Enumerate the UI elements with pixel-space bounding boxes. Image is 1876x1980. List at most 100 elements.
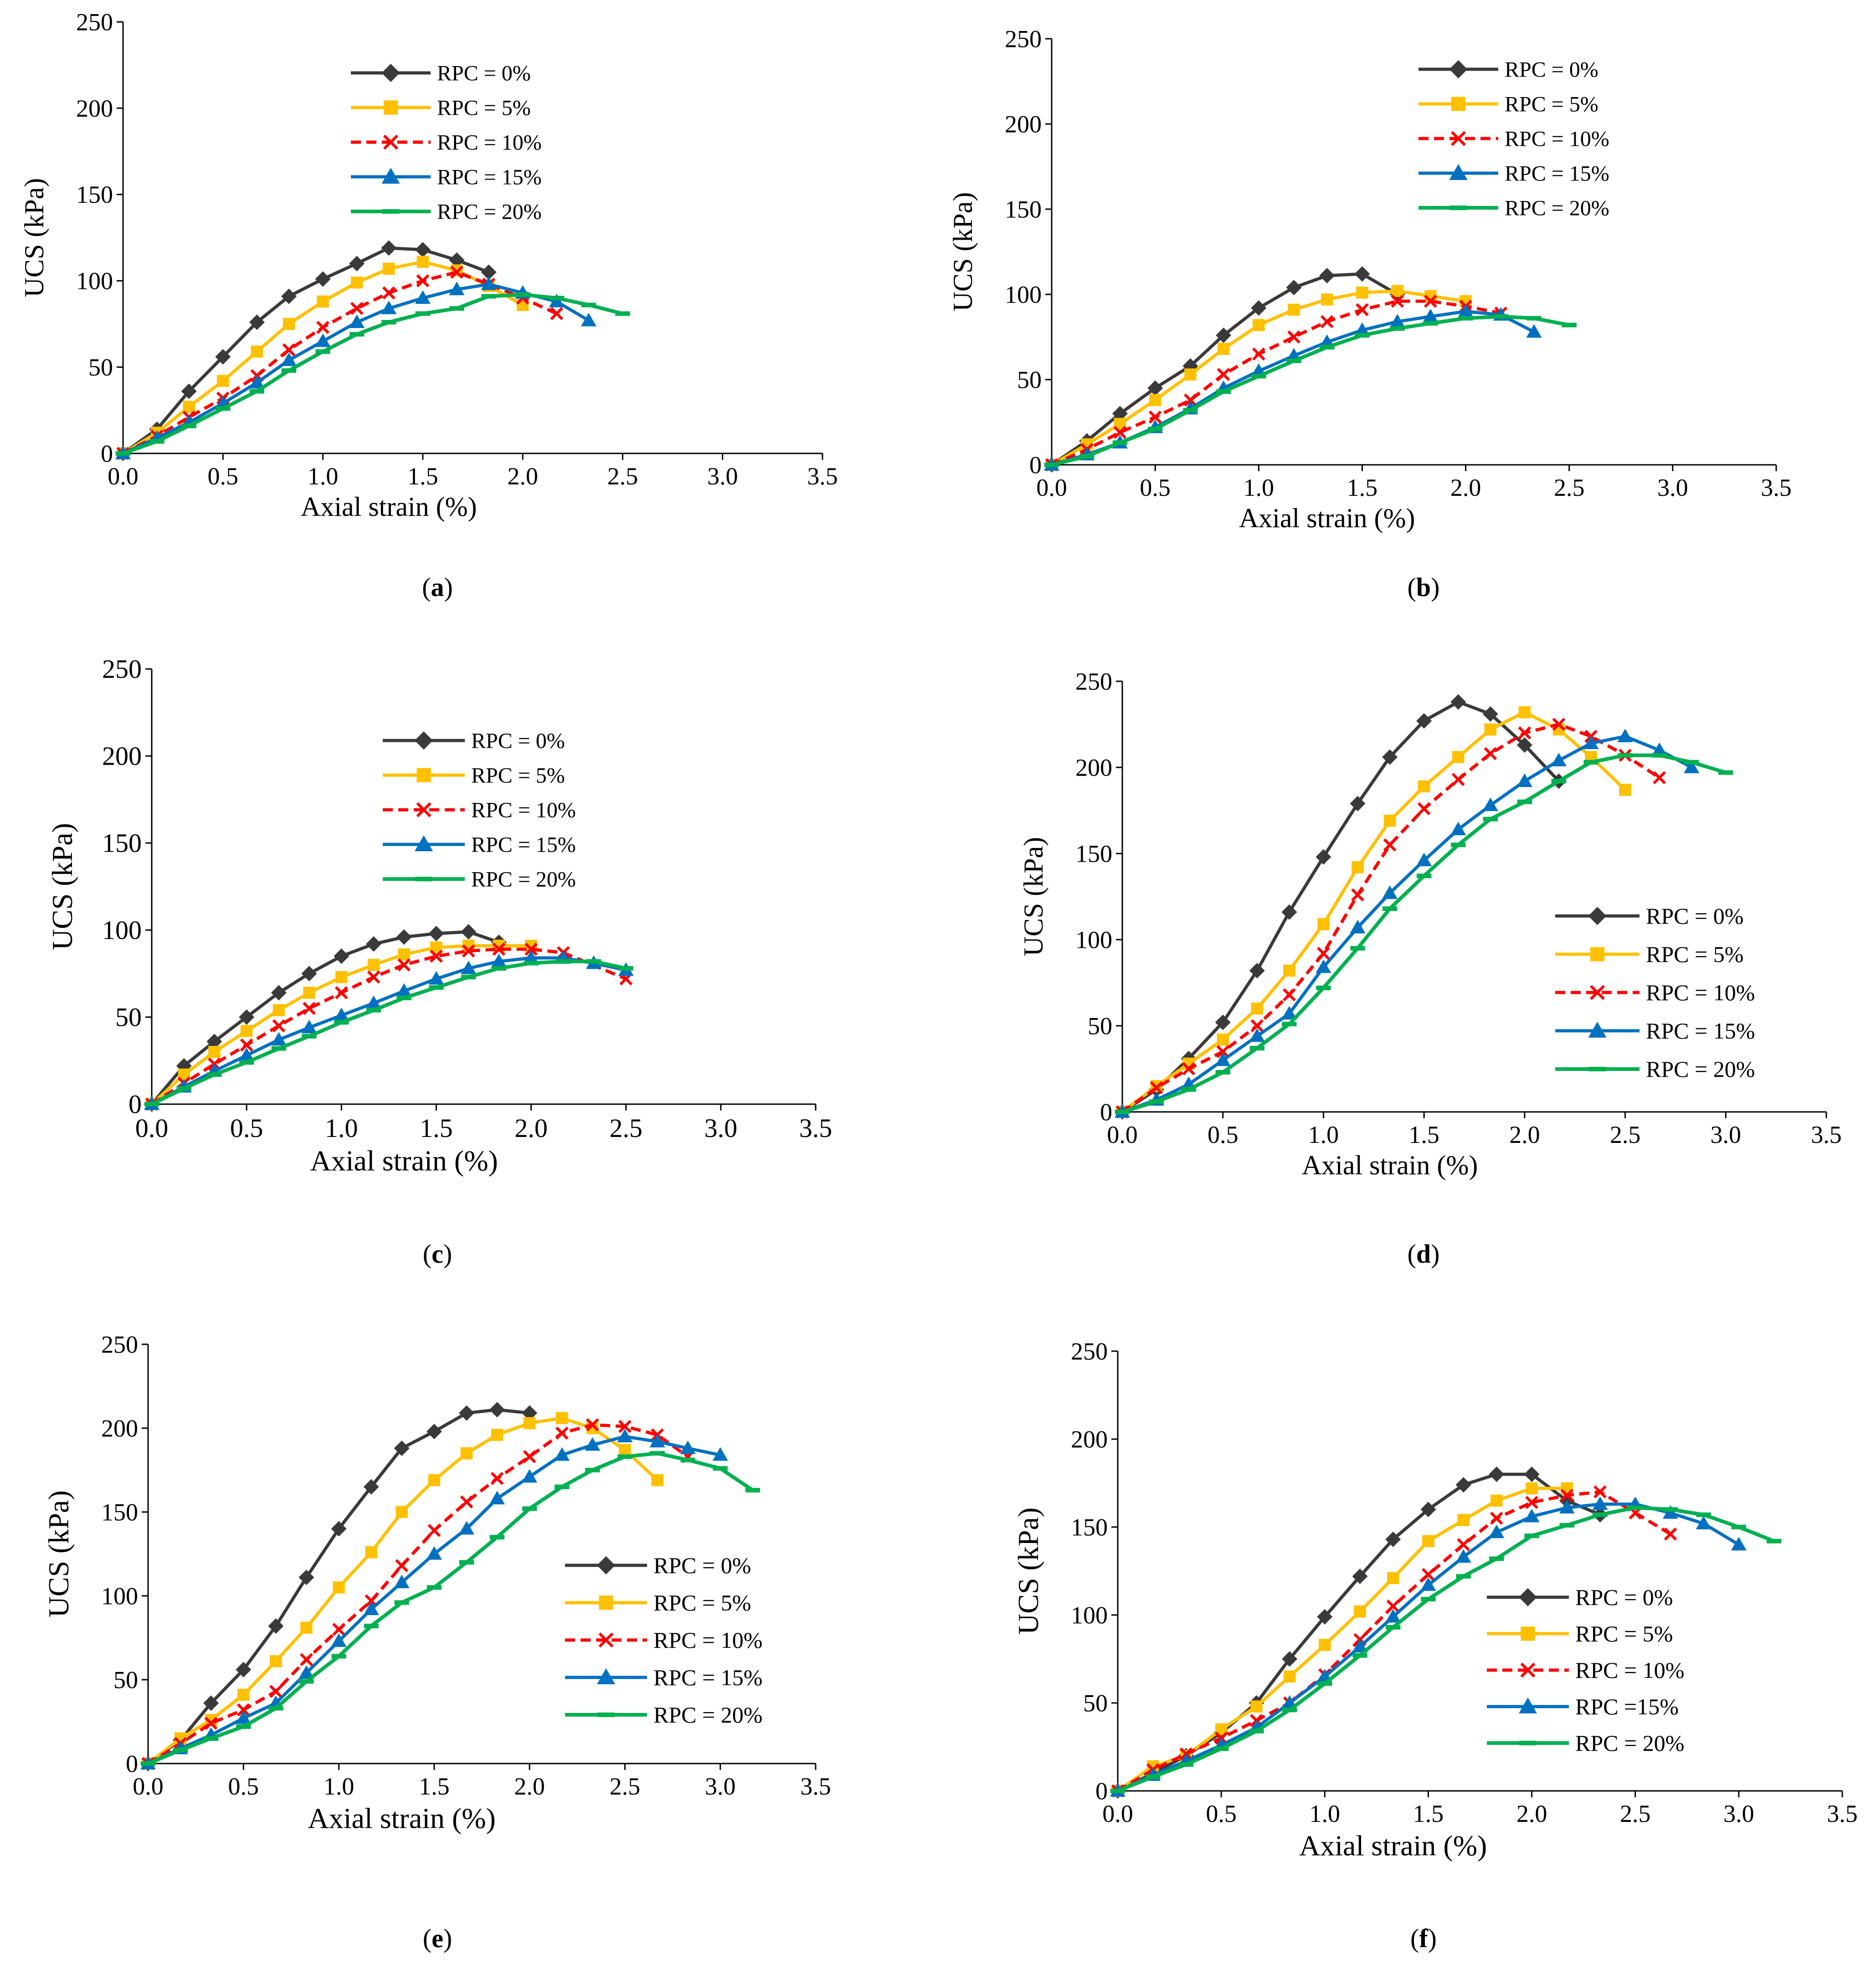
data-point: [272, 1019, 286, 1033]
data-point: [1456, 1574, 1471, 1579]
caption-c: (c): [392, 1239, 483, 1269]
data-point: [1455, 1477, 1471, 1493]
y-tick-label: 0: [128, 1090, 142, 1119]
legend-marker: [1588, 907, 1607, 925]
y-tick-label: 150: [1075, 840, 1112, 867]
data-point: [281, 288, 297, 304]
data-point: [298, 1665, 314, 1679]
y-axis-label: UCS (kPa): [46, 823, 78, 950]
data-point: [428, 926, 444, 941]
data-point: [1079, 454, 1095, 459]
series-line: [1121, 700, 1560, 1113]
y-tick-label: 200: [1005, 110, 1042, 138]
data-point: [1583, 760, 1598, 765]
series-line: [122, 293, 623, 455]
data-point: [586, 959, 601, 964]
data-point: [394, 1574, 410, 1589]
data-point: [1628, 1505, 1643, 1510]
series-line: [1121, 723, 1660, 1113]
series-rpc0: [1044, 266, 1405, 473]
caption-a: (a): [392, 572, 483, 602]
x-tick-label: 3.5: [807, 463, 838, 490]
data-point: [618, 966, 633, 971]
data-point: [1281, 1006, 1297, 1020]
y-tick-label: 250: [102, 654, 142, 684]
data-point: [1178, 1762, 1194, 1767]
data-point: [269, 1685, 283, 1698]
legend-marker: [381, 64, 400, 82]
data-point: [1110, 1789, 1126, 1793]
data-point: [300, 1621, 313, 1634]
data-point: [207, 1072, 222, 1077]
data-point: [1286, 280, 1302, 296]
data-point: [1181, 1087, 1196, 1092]
data-point: [460, 1447, 473, 1460]
data-point: [1112, 440, 1128, 445]
x-tick-label: 2.0: [507, 463, 538, 490]
series-rpc20: [1115, 753, 1733, 1114]
series-rpc15: [1044, 303, 1542, 471]
x-tick-label: 1.5: [1408, 1121, 1439, 1148]
caption-open: (: [422, 572, 431, 602]
data-point: [426, 1424, 442, 1440]
data-point: [331, 1654, 346, 1659]
data-point: [1213, 1746, 1229, 1751]
data-point: [366, 1008, 381, 1013]
data-point: [1518, 706, 1531, 719]
chart-b-svg: 0 50 100 150 200 250 0.0 0.5 1.0 1.5 2.0 2.5 3.0 3.5 A…: [948, 25, 1792, 533]
data-point: [236, 1703, 250, 1717]
x-tick-label: 2.0: [1450, 474, 1481, 501]
legend-item-rpc0: RPC = 0%: [351, 61, 531, 85]
data-point: [366, 995, 382, 1009]
chart-a-svg: 0 50 100 150 200 250 0.0 0.5 1.0 1.5 2.0 2.5 3.0 3.5 A…: [19, 8, 838, 522]
data-point: [430, 949, 443, 963]
series-rpc20: [1044, 314, 1577, 467]
caption-label: b: [1416, 572, 1431, 602]
y-axis-label: UCS (kPa): [19, 178, 49, 298]
data-point: [426, 1546, 442, 1560]
data-point: [1482, 797, 1498, 811]
data-point: [680, 1457, 695, 1462]
y-tick-label: 200: [76, 95, 113, 122]
data-point: [1593, 1485, 1607, 1499]
legend-label: RPC = 20%: [1505, 196, 1609, 220]
x-tick-label: 0.0: [1107, 1121, 1138, 1148]
caption-b: (b): [1378, 572, 1469, 602]
data-point: [203, 1695, 219, 1711]
data-point: [1250, 1700, 1263, 1713]
data-point: [1287, 330, 1300, 344]
data-point: [300, 1653, 313, 1666]
data-point: [315, 333, 331, 347]
legend-item-rpc10: RPC = 10%: [1555, 980, 1755, 1005]
data-point: [1491, 1494, 1503, 1507]
data-point: [1458, 303, 1474, 318]
data-point: [364, 1624, 379, 1629]
legend-label: RPC = 20%: [653, 1702, 762, 1728]
data-point: [315, 271, 331, 287]
data-point: [239, 1060, 254, 1065]
data-point: [651, 1474, 663, 1486]
legend: RPC = 0% RPC = 5% RPC = 10% RPC = 15% RPC = …: [565, 1553, 762, 1728]
data-point: [1493, 314, 1508, 319]
data-point: [1684, 760, 1700, 773]
y-tick-label: 50: [113, 1666, 138, 1693]
data-point: [461, 924, 477, 940]
data-point: [522, 1506, 537, 1511]
y-axis-label: UCS (kPa): [1018, 837, 1049, 957]
x-tick-label: 3.0: [1711, 1121, 1742, 1148]
series-rpc20: [144, 959, 633, 1106]
chart-panel-a: 0 50 100 150 200 250 0.0 0.5 1.0 1.5 2.0 2.5 3.0 3.5 A…: [0, 0, 938, 661]
caption-label: c: [432, 1239, 443, 1269]
legend-label: RPC = 0%: [1505, 57, 1598, 82]
data-point: [416, 256, 429, 268]
legend-marker: [597, 1713, 615, 1717]
legend-marker: [1451, 97, 1466, 111]
data-point: [1386, 1599, 1400, 1613]
y-tick-label: 200: [102, 741, 142, 771]
data-point: [427, 1585, 442, 1590]
chart-c-svg: 0 50 100 150 200 250 0.0 0.5 1.0 1.5 2.0 2.5 3.0 3.5 A…: [46, 654, 832, 1177]
data-point: [1316, 985, 1331, 990]
data-point: [1356, 303, 1369, 317]
data-point: [1249, 1028, 1265, 1042]
caption-open: (: [1407, 572, 1416, 602]
